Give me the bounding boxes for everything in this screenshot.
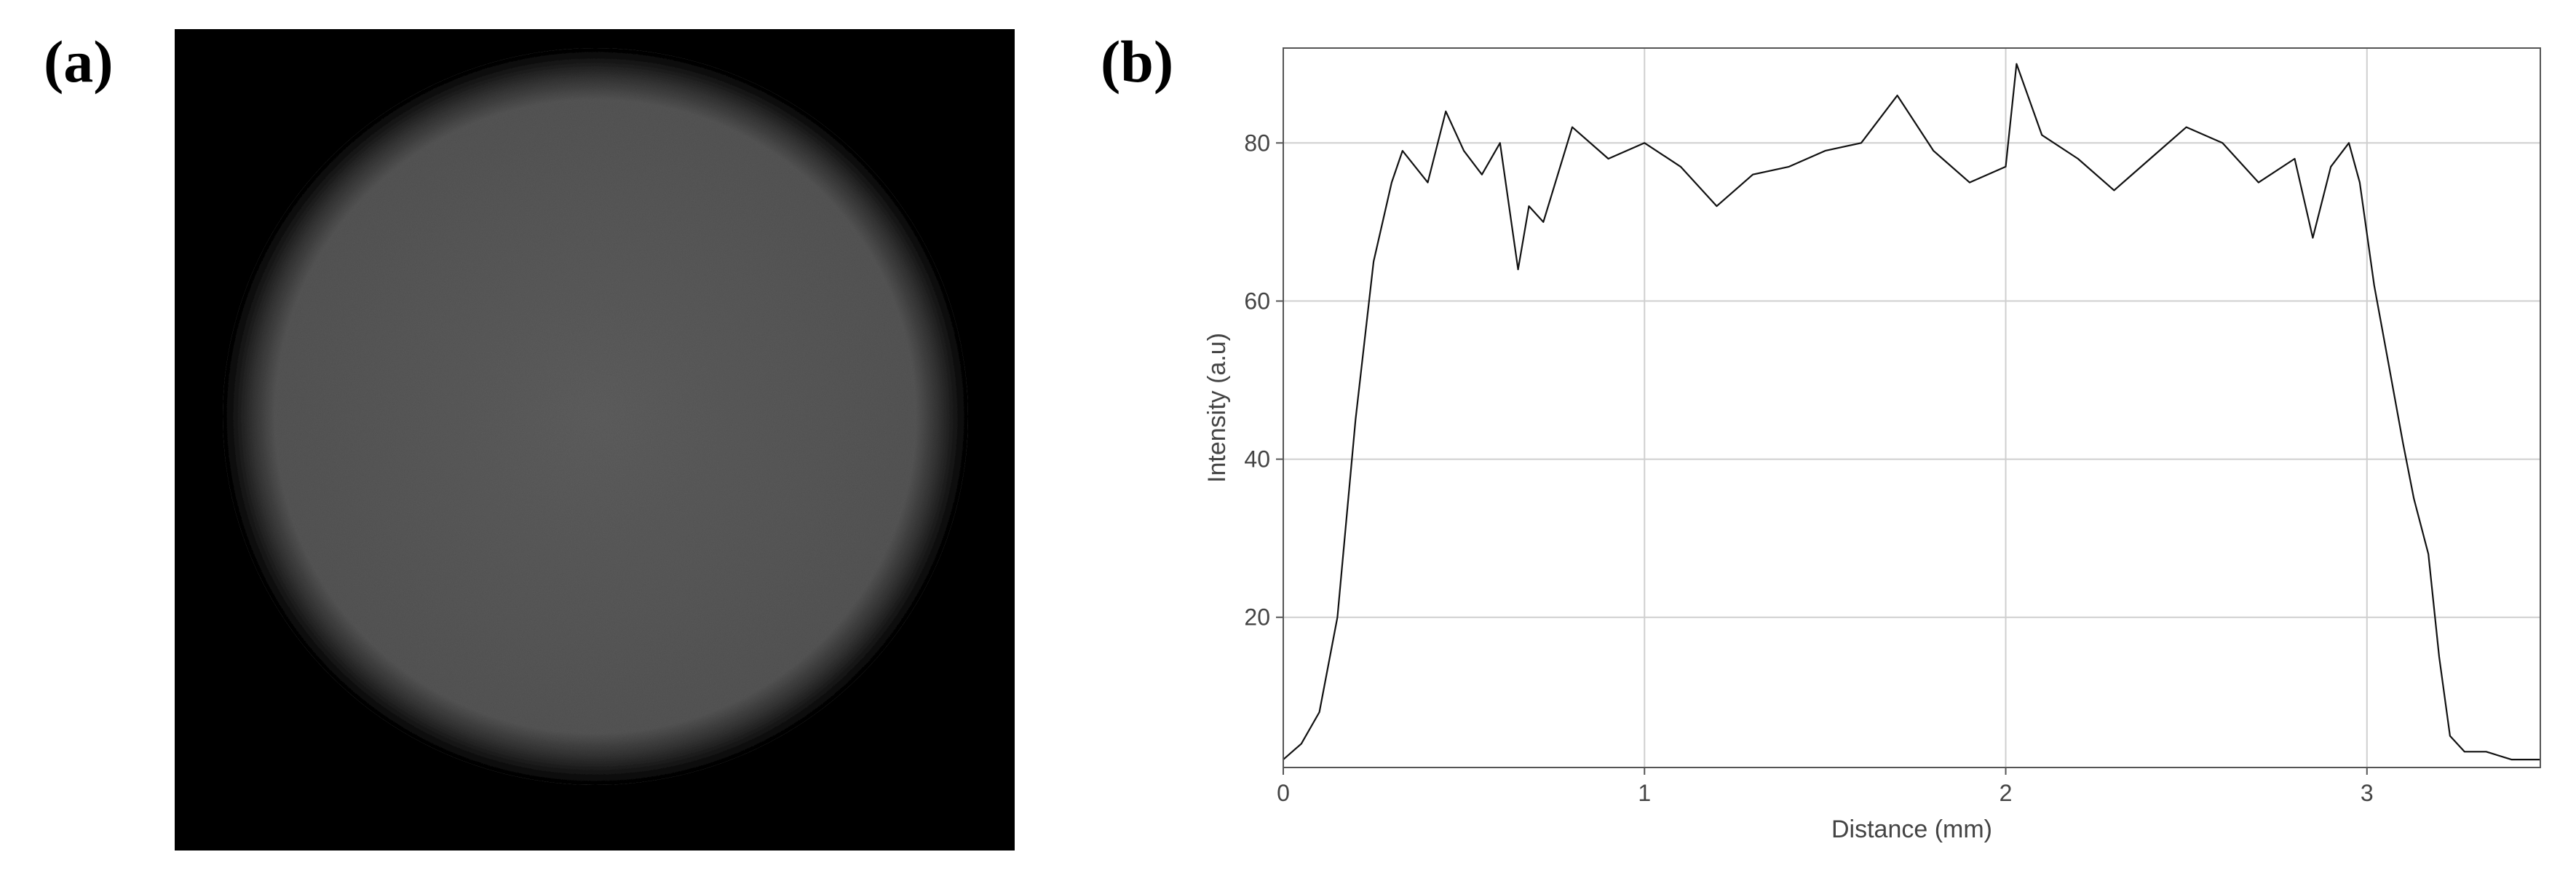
x-tick-label: 3 bbox=[2361, 780, 2374, 806]
x-axis-label: Distance (mm) bbox=[1831, 816, 1992, 843]
y-tick-label: 60 bbox=[1244, 288, 1270, 314]
y-tick-label: 40 bbox=[1244, 446, 1270, 473]
x-tick-label: 2 bbox=[2000, 780, 2013, 806]
beam-image bbox=[175, 29, 1015, 851]
y-axis-label: Intensity (a.u) bbox=[1203, 333, 1231, 483]
panel-label-b: (b) bbox=[1101, 28, 1174, 95]
panel-label-a: (a) bbox=[44, 28, 114, 95]
intensity-profile-chart: 0 1 2 3 20 40 60 80 Distance (mm) Intensity (a.… bbox=[1203, 47, 2541, 843]
beam-disk bbox=[223, 48, 968, 785]
beam-disk-graphic bbox=[175, 29, 1015, 851]
axis-ticks: 0 1 2 3 20 40 60 80 bbox=[1244, 130, 2373, 806]
intensity-series-line bbox=[1283, 63, 2540, 761]
y-tick-label: 80 bbox=[1244, 130, 1270, 156]
x-tick-label: 0 bbox=[1277, 780, 1290, 806]
y-tick-label: 20 bbox=[1244, 604, 1270, 631]
x-tick-label: 1 bbox=[1638, 780, 1651, 806]
grid-lines bbox=[1283, 48, 2540, 767]
plot-frame bbox=[1283, 47, 2541, 768]
